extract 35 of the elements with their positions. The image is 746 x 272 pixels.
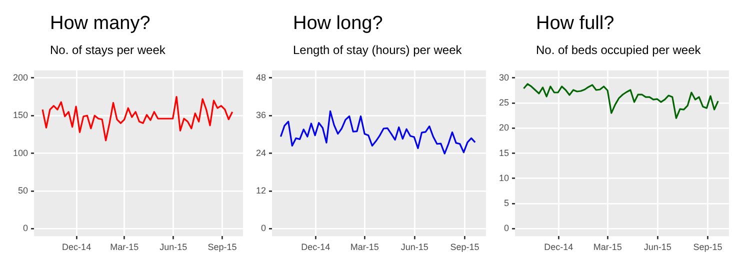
y-tick-label: 25: [498, 98, 510, 108]
y-tick-label: 150: [12, 110, 28, 120]
y-tick-label: 200: [12, 72, 28, 82]
y-tick-label: 24: [256, 148, 266, 158]
chart-title: How long?: [292, 12, 384, 36]
x-tick-label: Jun-15: [400, 242, 428, 252]
chart-subtitle: No. of beds occupied per week: [535, 42, 702, 58]
x-tick-label: Jun-15: [644, 242, 672, 252]
x-tick-label: Jun-15: [160, 242, 188, 252]
chart-title: How many?: [49, 12, 152, 36]
y-tick-label: 0: [504, 223, 510, 234]
y-tick-label: 15: [498, 148, 510, 158]
y-tick-label: 5: [504, 198, 510, 208]
y-tick-label: 0: [23, 223, 28, 234]
chart-subtitle: No. of stays per week: [49, 42, 166, 58]
x-tick-label: Dec-14: [301, 242, 330, 252]
y-tick-label: 10: [498, 172, 510, 183]
x-tick-label: Mar-15: [350, 242, 379, 252]
chart-subtitle: Length of stay (hours) per week: [292, 42, 463, 58]
x-tick-label: Mar-15: [110, 242, 139, 252]
y-tick-label: 50: [18, 185, 28, 196]
y-tick-label: 12: [256, 185, 266, 196]
x-tick-label: Mar-15: [593, 242, 622, 252]
y-tick-label: 36: [256, 110, 266, 120]
x-tick-label: Sep-15: [450, 242, 480, 252]
y-tick-label: 0: [260, 223, 266, 234]
y-tick-label: 48: [256, 72, 266, 82]
x-tick-label: Sep-15: [208, 242, 237, 252]
x-tick-label: Dec-14: [544, 242, 574, 252]
y-tick-label: 30: [498, 72, 510, 82]
y-tick-label: 100: [12, 148, 28, 158]
y-tick-label: 20: [498, 122, 510, 133]
chart-title: How full?: [535, 12, 616, 36]
x-tick-label: Dec-14: [62, 242, 92, 252]
x-tick-label: Sep-15: [693, 242, 722, 252]
